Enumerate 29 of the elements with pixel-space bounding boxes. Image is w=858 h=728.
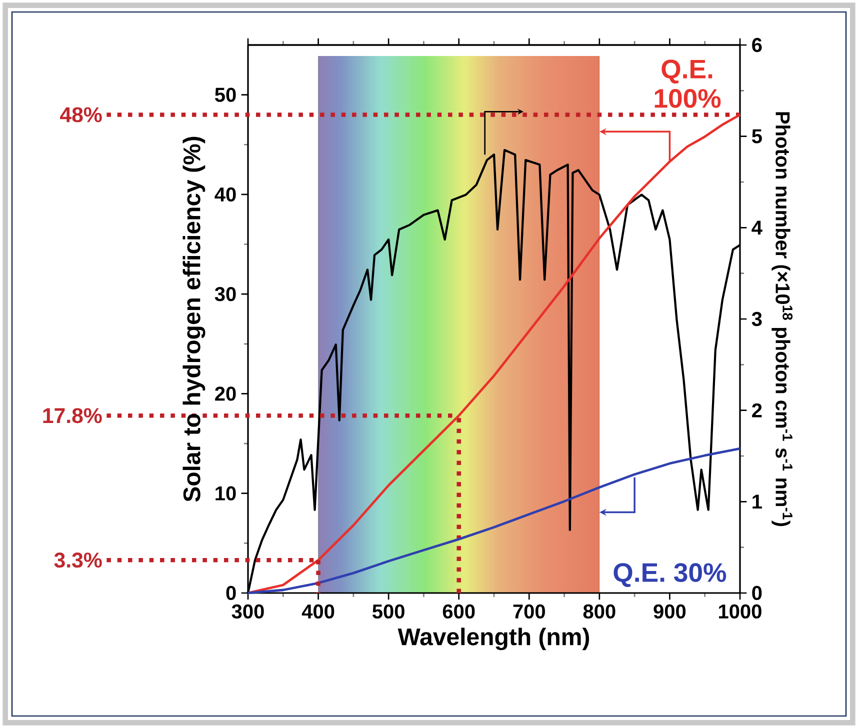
x-tick-label: 600 <box>442 604 475 619</box>
x-tick-label: 400 <box>302 604 334 619</box>
x-axis-title: Wavelength (nm) <box>398 628 590 650</box>
y2-tick-label: 6 <box>752 38 762 52</box>
x-tick-label: 900 <box>654 604 686 619</box>
text: Q.E. 30% <box>614 563 726 587</box>
y2-tick-label: 5 <box>752 129 762 144</box>
annotation: 48% <box>60 107 102 122</box>
y2-tick-label: 0 <box>752 586 762 600</box>
text: Photon number (×10$^{18}$ photon cm$^{-1}$ s$^{-1}$ nm$^{-1}$) <box>772 112 793 526</box>
x-tick-label: 300 <box>232 604 264 619</box>
x-tick-label: 800 <box>583 604 616 619</box>
y2-tick-label: 2 <box>752 403 762 418</box>
x-tick-label: 1000 <box>718 604 762 619</box>
x-tick-label: 700 <box>513 604 545 619</box>
y-tick-label: 20 <box>215 386 236 401</box>
annotation: 17.8% <box>43 408 102 424</box>
y-tick-label: 30 <box>214 286 236 302</box>
series-label: Q.E. 100% <box>654 60 721 108</box>
y-tick-label: 40 <box>214 187 236 202</box>
y-axis-title: Solar to hydrogen efficiency (%) <box>182 136 206 502</box>
annotation: 3.3% <box>54 552 102 568</box>
y-tick-label: 50 <box>214 88 236 102</box>
y-tick-label: 0 <box>226 586 236 600</box>
y2-tick-label: 4 <box>752 220 762 235</box>
y-tick-label: 10 <box>216 486 236 500</box>
y2-tick-label: 3 <box>752 312 762 326</box>
y2-tick-label: 1 <box>752 494 762 509</box>
x-tick-label: 500 <box>372 604 404 619</box>
